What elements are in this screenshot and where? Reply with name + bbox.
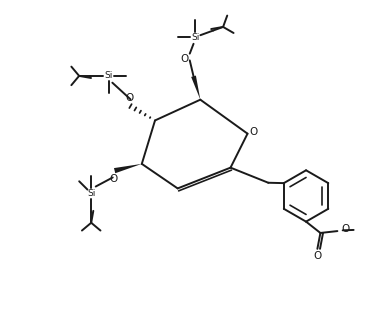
Text: Si: Si — [87, 189, 95, 198]
Text: Si: Si — [191, 32, 200, 42]
Text: Si: Si — [104, 71, 113, 81]
Text: O: O — [180, 53, 188, 63]
Text: O: O — [109, 174, 118, 184]
Text: O: O — [125, 93, 134, 103]
Polygon shape — [191, 76, 200, 100]
Text: O: O — [249, 127, 257, 137]
Text: O: O — [342, 224, 350, 234]
Polygon shape — [114, 164, 142, 173]
Text: O: O — [314, 251, 322, 261]
